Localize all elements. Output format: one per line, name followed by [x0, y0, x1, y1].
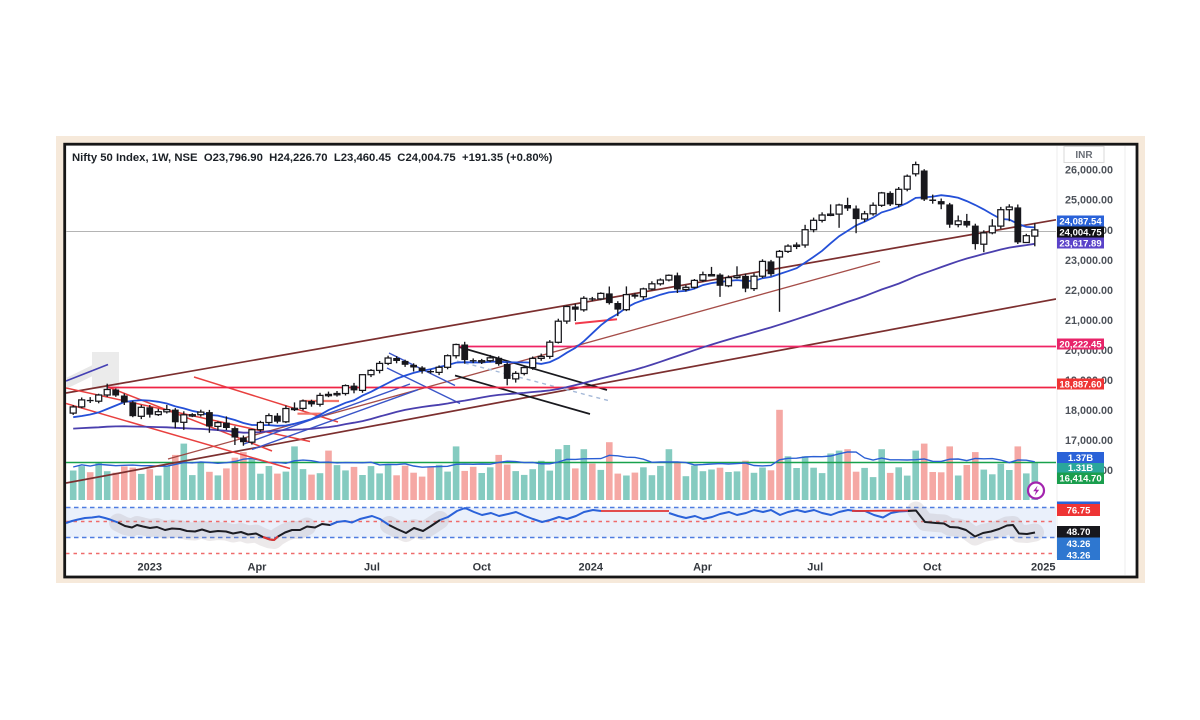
svg-text:Jul: Jul	[364, 562, 380, 574]
svg-text:22,000.00: 22,000.00	[1065, 285, 1113, 297]
svg-text:17,000.00: 17,000.00	[1065, 435, 1113, 447]
svg-text:21,000.00: 21,000.00	[1065, 315, 1113, 327]
svg-text:23,000.00: 23,000.00	[1065, 255, 1113, 267]
svg-text:16,414.70: 16,414.70	[1059, 474, 1101, 485]
svg-text:43.26: 43.26	[1067, 539, 1091, 550]
svg-text:1.37B: 1.37B	[1068, 453, 1093, 464]
svg-text:48.70: 48.70	[1067, 527, 1091, 538]
svg-text:18,887.60: 18,887.60	[1059, 379, 1101, 390]
svg-text:INR: INR	[1075, 150, 1093, 161]
svg-text:Oct: Oct	[923, 562, 942, 574]
svg-text:24,004.75: 24,004.75	[1059, 227, 1102, 238]
svg-text:24,087.54: 24,087.54	[1059, 216, 1102, 227]
svg-text:2025: 2025	[1031, 562, 1055, 574]
svg-text:20,222.45: 20,222.45	[1059, 339, 1102, 350]
svg-text:2024: 2024	[579, 562, 604, 574]
svg-text:Oct: Oct	[473, 562, 492, 574]
svg-text:Apr: Apr	[693, 562, 713, 574]
svg-text:18,000.00: 18,000.00	[1065, 405, 1113, 417]
svg-text:25,000.00: 25,000.00	[1065, 195, 1113, 207]
svg-text:1.31B: 1.31B	[1068, 463, 1093, 474]
svg-text:Jul: Jul	[807, 562, 823, 574]
svg-text:43.26: 43.26	[1067, 550, 1091, 561]
svg-text:23,617.89: 23,617.89	[1059, 238, 1101, 249]
svg-text:76.75: 76.75	[1067, 505, 1091, 516]
svg-text:Nifty 50 Index, 1W, NSE O23,7: Nifty 50 Index, 1W, NSE O23,796.90 H24,2…	[72, 152, 553, 164]
svg-text:2023: 2023	[138, 562, 162, 574]
svg-text:26,000.00: 26,000.00	[1065, 165, 1113, 177]
svg-text:Apr: Apr	[248, 562, 268, 574]
